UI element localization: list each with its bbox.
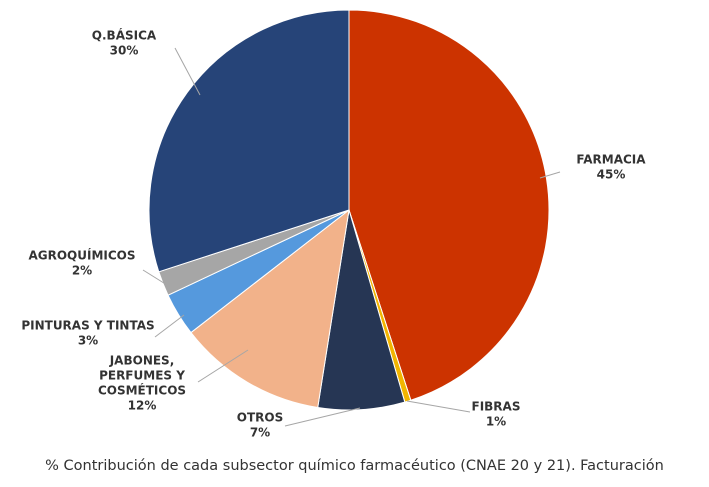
data-label-otros: OTROS 7%: [237, 411, 283, 440]
data-label-jabones-perfumes-y-cosméticos: JABONES, PERFUMES Y COSMÉTICOS 12%: [98, 354, 186, 413]
data-label-pinturas-y-tintas: PINTURAS Y TINTAS 3%: [21, 319, 154, 348]
leader-line-fibras: [406, 400, 471, 413]
leader-line-q-básica: [174, 47, 201, 96]
leader-line-agroquímicos: [142, 269, 168, 286]
pie-chart: FARMACIA 45% FIBRAS 1% OTROS 7% JABONES, PERFUM…: [21, 9, 646, 440]
data-label-farmacia: FARMACIA 45%: [576, 153, 646, 182]
pie-slice-q-básica: [148, 9, 350, 273]
leader-line-jabones-perfumes-y-cosméticos: [197, 349, 249, 383]
pie-slice-jabones-perfumes-y-cosméticos: [190, 208, 350, 409]
leader-line-otros: [284, 407, 361, 427]
leader-line-pinturas-y-tintas: [154, 314, 185, 338]
chart-caption: % Contribución de cada subsector químico…: [45, 458, 664, 474]
leader-line-farmacia: [539, 171, 561, 179]
data-label-fibras: FIBRAS 1%: [472, 400, 521, 429]
data-label-q-básica: Q.BÁSICA 30%: [92, 28, 157, 58]
data-label-agroquímicos: AGROQUÍMICOS 2%: [28, 248, 135, 278]
pie-slice-farmacia: [348, 9, 550, 401]
